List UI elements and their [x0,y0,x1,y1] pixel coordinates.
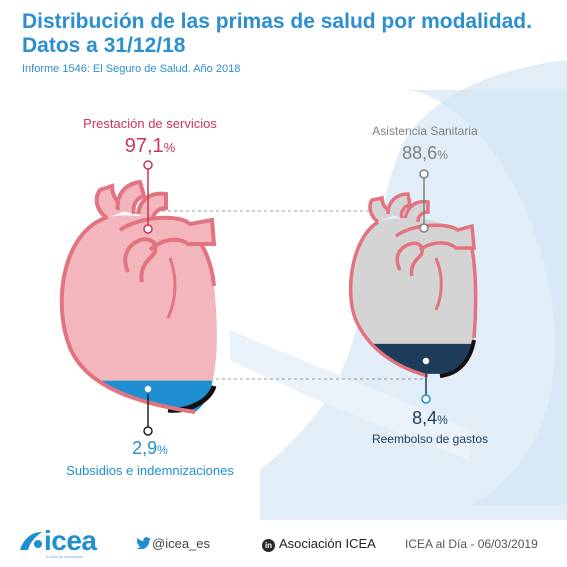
label-prestacion-value: 97,1 [124,135,164,157]
icea-logo-tagline: A toda de innovación [46,554,84,559]
label-asistencia-unit: % [437,148,448,162]
marker-prestacion-top [143,160,153,170]
label-reembolso-unit: % [437,413,448,427]
marker-subsidios-top [143,384,153,394]
label-subsidios: 2,9% Subsidios e indemnizaciones [40,438,260,478]
label-reembolso-name: Reembolso de gastos [371,432,489,446]
marker-reembolso-bottom [421,394,431,404]
label-prestacion: Prestación de servicios 97,1% [50,116,250,158]
label-asistencia-value: 88,6 [402,143,438,163]
twitter-handle[interactable]: @icea_es [152,536,211,551]
label-asistencia-name: Asistencia Sanitaria [372,124,478,138]
icea-logo-text: icea [44,525,97,556]
source-text: ICEA al Día - 06/03/2019 [405,537,538,551]
label-asistencia-value-wrap: 88,6% [330,143,520,164]
linkedin-icon[interactable]: in [262,539,275,552]
label-reembolso: 8,4% Reembolso de gastos [340,408,520,446]
background-shape-inner [405,90,567,505]
marker-subsidios-bottom [143,426,153,436]
label-subsidios-value-wrap: 2,9% [40,438,260,459]
label-asistencia: Asistencia Sanitaria 88,6% [330,124,520,164]
label-subsidios-value: 2,9 [132,438,158,458]
label-prestacion-name: Prestación de servicios [83,116,217,131]
label-prestacion-unit: % [163,140,176,155]
label-reembolso-value-wrap: 8,4% [340,408,520,429]
chart-title: Distribución de las primas de salud por … [22,10,532,57]
marker-asistencia-bottom [419,223,429,233]
twitter-icon[interactable] [137,537,151,549]
label-subsidios-unit: % [157,443,168,457]
marker-reembolso-top [421,356,431,366]
label-subsidios-name: Subsidios e indemnizaciones [66,463,234,478]
label-reembolso-value: 8,4 [412,408,438,428]
marker-asistencia-top [419,169,429,179]
background-band [230,330,470,460]
marker-prestacion-bottom [143,224,153,234]
linkedin-name[interactable]: Asociación ICEA [279,536,376,551]
label-prestacion-value-wrap: 97,1% [50,135,250,158]
chart-subtitle: Informe 1546: El Seguro de Salud. Año 20… [22,63,241,75]
left-heart [59,179,217,414]
icea-logo-icon [20,532,42,550]
bar-subsidios-fill [61,380,217,412]
footer: icea A toda de innovación @icea_es in As… [0,520,567,567]
